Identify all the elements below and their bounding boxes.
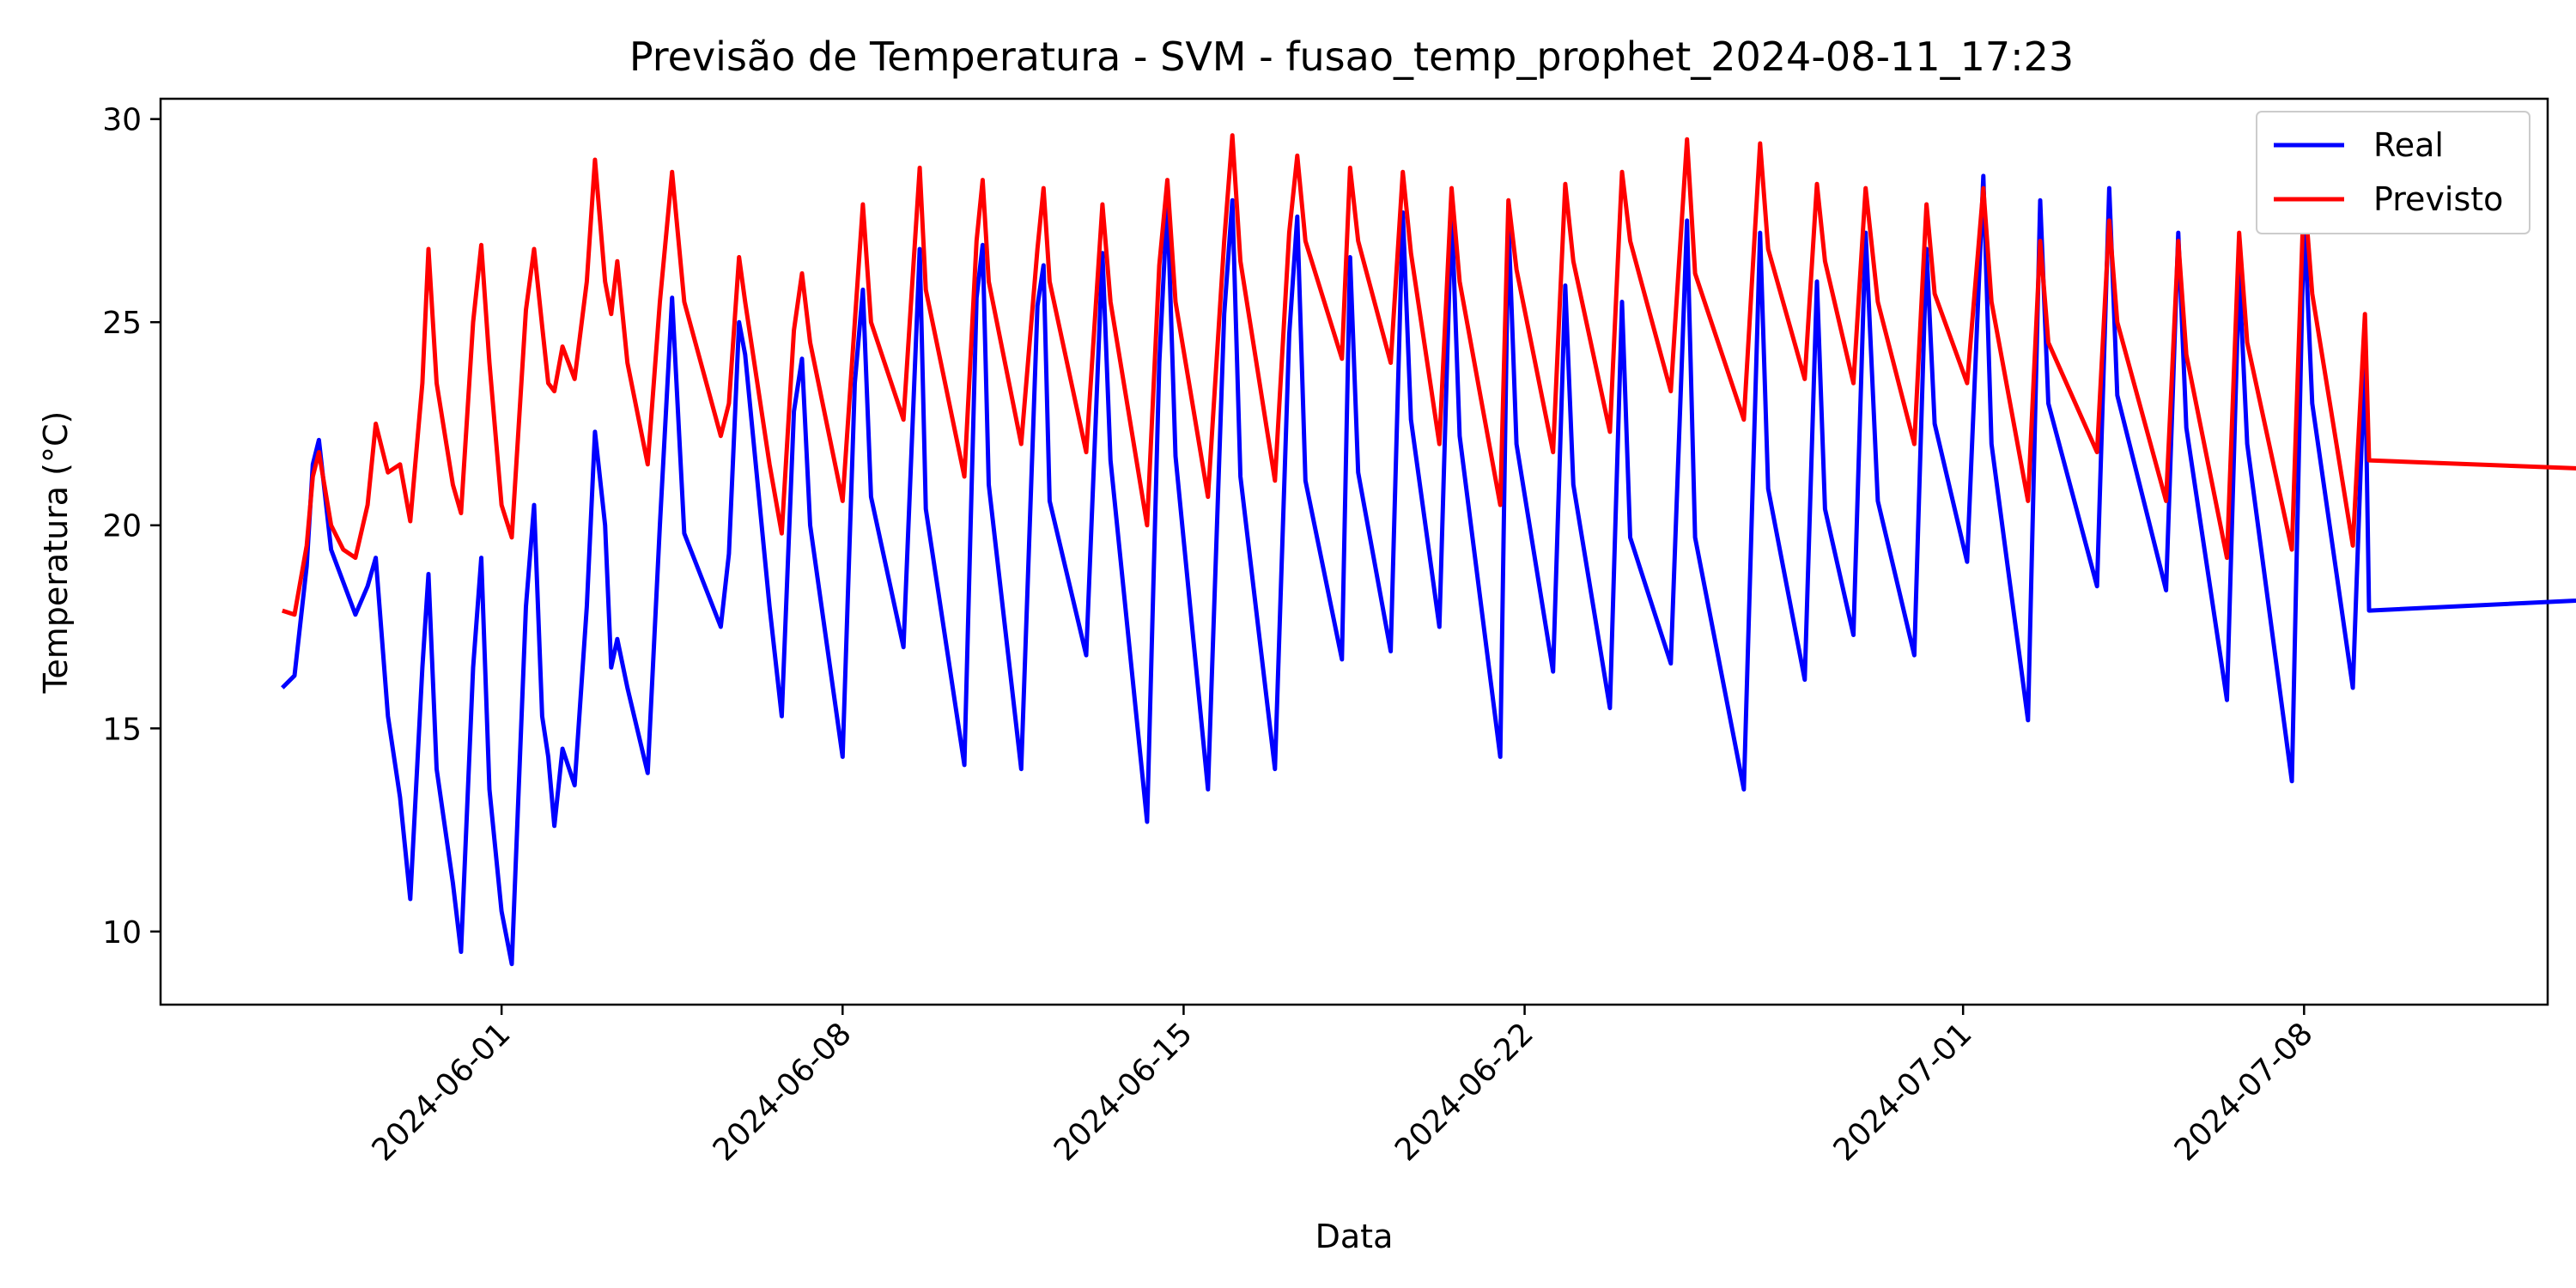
y-axis-label: Temperatura (°C) (37, 411, 75, 695)
plot-frame (159, 97, 2549, 1006)
legend-label-real: Real (2373, 126, 2444, 164)
y-axis: 10 15 20 25 30 (102, 103, 161, 951)
chart-title: Previsão de Temperatura - SVM - fusao_te… (629, 33, 2074, 80)
series-line-previsto (282, 133, 2576, 617)
legend: Real Previsto (2256, 111, 2530, 234)
series-line-real (281, 173, 2576, 967)
y-tick-label: 30 (102, 103, 142, 138)
legend-frame (2256, 111, 2530, 234)
y-tick-label: 15 (102, 712, 142, 747)
y-tick-label: 20 (102, 509, 142, 544)
plot-area (159, 97, 2576, 1006)
legend-label-previsto: Previsto (2373, 180, 2503, 218)
series-layer (281, 133, 2576, 967)
x-axis-label: Data (1315, 1218, 1394, 1255)
y-tick-label: 10 (102, 915, 142, 951)
y-tick-label: 25 (102, 306, 142, 341)
